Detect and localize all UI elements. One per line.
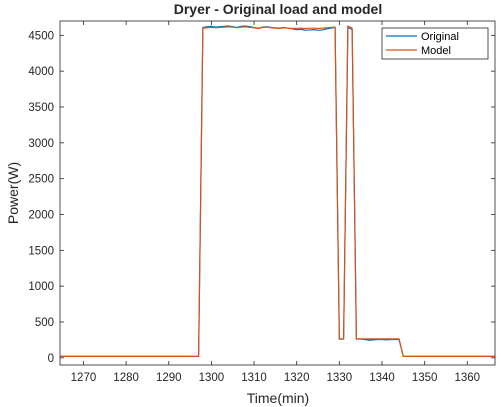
- y-tick-label: 2000: [28, 210, 54, 222]
- series-layer: [60, 25, 495, 357]
- x-tick-label: 1340: [369, 372, 395, 384]
- x-tick-label: 1280: [113, 372, 139, 384]
- x-tick-label: 1350: [412, 372, 438, 384]
- y-tick-label: 3500: [28, 102, 54, 114]
- x-tick-label: 1270: [71, 372, 97, 384]
- x-axis-label: Time(min): [247, 390, 309, 406]
- chart-title: Dryer - Original load and model: [174, 1, 382, 17]
- y-axis-label: Power(W): [5, 162, 21, 224]
- x-tick-label: 1300: [199, 372, 225, 384]
- x-tick-label: 1320: [284, 372, 310, 384]
- axes-frame: [59, 20, 496, 366]
- y-tick-label: 1000: [28, 281, 54, 293]
- legend-box: [381, 27, 489, 60]
- x-tick-label: 1290: [156, 372, 182, 384]
- y-tick-label: 4500: [28, 30, 54, 42]
- x-tick-label: 1360: [454, 372, 480, 384]
- series-line-model: [60, 25, 495, 357]
- y-tick-label: 0: [48, 353, 54, 365]
- plot-area: [60, 21, 495, 365]
- y-tick-label: 1500: [28, 245, 54, 257]
- x-tick-label: 1310: [241, 372, 267, 384]
- y-tick-label: 4000: [28, 66, 54, 78]
- y-tick-label: 3000: [28, 138, 54, 150]
- legend-label-original: Original: [421, 31, 459, 43]
- axes-layer: 1270 1280 1290 1300 1310 1320 1330 1340 1350 1360…: [28, 20, 496, 384]
- y-tick-label: 2500: [28, 174, 54, 186]
- y-tick-label: 500: [35, 317, 54, 329]
- x-tick-label: 1330: [327, 372, 353, 384]
- legend-label-model: Model: [421, 45, 451, 57]
- legend: Original Model: [381, 27, 489, 60]
